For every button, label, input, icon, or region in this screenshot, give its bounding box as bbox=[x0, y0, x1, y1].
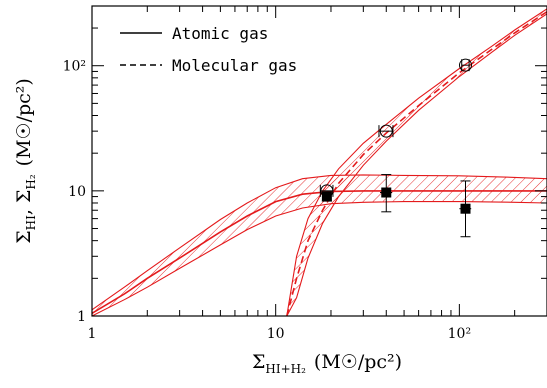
plot-area bbox=[92, 8, 547, 316]
molecular-band-lower bbox=[286, 13, 547, 316]
model-bands bbox=[92, 8, 547, 316]
x-axis-label: ΣHI+H₂ (M☉/pc²) bbox=[252, 351, 402, 376]
plot-frame bbox=[91, 5, 547, 317]
molecular-band-fill bbox=[286, 8, 547, 316]
legend-label-molecular: Molecular gas bbox=[172, 56, 297, 75]
legend-label-atomic: Atomic gas bbox=[172, 24, 268, 43]
atomic-band-upper bbox=[92, 174, 547, 311]
model-lines bbox=[92, 11, 547, 316]
x-tick-label: 10² bbox=[448, 326, 471, 342]
atomic-model-line bbox=[92, 190, 547, 314]
atomic-data-point bbox=[381, 187, 392, 198]
data-points bbox=[319, 58, 473, 238]
molecular-data-point bbox=[320, 184, 334, 198]
x-tick-label: 10 bbox=[267, 326, 285, 342]
molecular-model-line bbox=[286, 11, 547, 316]
y-tick-label: 1 bbox=[77, 309, 86, 325]
y-axis-label: ΣHI, ΣH₂(M☉/pc²) bbox=[13, 78, 38, 244]
molecular-band-upper bbox=[286, 8, 547, 316]
molecular-data-point bbox=[379, 124, 393, 138]
axis-ticks bbox=[91, 5, 547, 317]
atomic-data-point bbox=[460, 203, 471, 214]
atomic-band-lower bbox=[92, 201, 547, 316]
legend: Atomic gas Molecular gas bbox=[120, 24, 297, 75]
y-tick-label: 10² bbox=[63, 59, 86, 75]
molecular-data-point bbox=[459, 58, 473, 72]
y-tick-label: 10 bbox=[68, 184, 86, 200]
tick-labels: 1 10 10² 1 10 10² bbox=[63, 59, 472, 342]
x-tick-label: 1 bbox=[88, 326, 97, 342]
